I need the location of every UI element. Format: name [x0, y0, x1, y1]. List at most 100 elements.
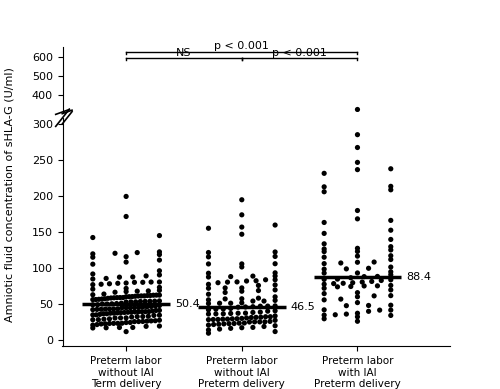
Point: [100, 311, 108, 317]
Point: [89, 276, 97, 282]
Point: [89, 286, 97, 292]
Point: [221, 285, 229, 291]
Point: [128, 309, 136, 315]
Point: [100, 316, 108, 322]
Point: [89, 317, 97, 323]
Point: [150, 298, 158, 304]
Point: [271, 328, 279, 335]
Point: [216, 326, 224, 332]
Point: [376, 307, 384, 313]
Point: [252, 278, 260, 284]
Point: [146, 293, 154, 299]
Point: [141, 298, 149, 305]
Point: [97, 306, 105, 312]
Point: [117, 310, 125, 316]
Point: [238, 315, 246, 322]
Point: [387, 312, 395, 319]
Point: [260, 323, 268, 329]
Point: [256, 303, 264, 309]
Point: [204, 281, 212, 287]
Point: [110, 310, 118, 316]
Point: [101, 296, 109, 302]
Point: [387, 227, 395, 233]
Point: [354, 106, 362, 112]
Point: [354, 289, 362, 296]
Point: [130, 319, 138, 325]
Point: [249, 324, 257, 331]
Point: [238, 224, 246, 230]
Point: [89, 322, 97, 328]
Point: [214, 316, 222, 322]
Point: [339, 280, 347, 286]
Point: [108, 301, 116, 307]
Point: [122, 193, 130, 200]
Point: [238, 285, 246, 291]
Point: [387, 187, 395, 193]
Point: [354, 294, 362, 300]
Point: [271, 297, 279, 303]
Point: [102, 306, 110, 312]
Point: [156, 251, 164, 258]
Point: [136, 298, 144, 305]
Point: [238, 261, 246, 267]
Point: [133, 249, 141, 256]
Point: [89, 251, 97, 257]
Point: [271, 261, 279, 267]
Point: [156, 272, 164, 278]
Point: [219, 316, 227, 322]
Point: [320, 189, 328, 195]
Point: [131, 309, 139, 315]
Point: [320, 261, 328, 267]
Point: [122, 285, 130, 291]
Point: [204, 330, 212, 336]
Point: [152, 307, 160, 314]
Point: [320, 241, 328, 247]
Point: [204, 225, 212, 231]
Point: [204, 322, 212, 328]
Point: [320, 249, 328, 255]
Point: [224, 279, 232, 285]
Point: [320, 285, 328, 291]
Point: [246, 319, 254, 325]
Text: p < 0.001: p < 0.001: [214, 41, 269, 51]
Point: [89, 301, 97, 308]
Point: [370, 259, 378, 265]
Point: [89, 271, 97, 277]
Point: [103, 301, 111, 307]
Point: [143, 318, 151, 324]
Point: [320, 254, 328, 260]
Point: [204, 291, 212, 297]
Point: [111, 315, 119, 321]
Point: [256, 319, 264, 325]
Point: [110, 306, 118, 312]
Point: [249, 309, 257, 315]
Point: [337, 296, 345, 302]
Point: [320, 170, 328, 177]
Point: [122, 214, 130, 220]
Point: [320, 312, 328, 318]
Point: [106, 321, 114, 327]
Point: [221, 289, 229, 296]
Point: [129, 274, 137, 280]
Point: [238, 212, 246, 218]
Point: [320, 315, 328, 322]
Point: [156, 312, 164, 318]
Point: [118, 320, 126, 326]
Point: [347, 283, 355, 289]
Point: [139, 304, 147, 310]
Point: [226, 273, 234, 280]
Point: [264, 308, 272, 314]
Point: [94, 301, 102, 308]
Point: [113, 294, 121, 301]
Point: [150, 292, 158, 298]
Text: 88.4: 88.4: [406, 272, 431, 282]
Point: [233, 279, 241, 285]
Point: [126, 319, 134, 326]
Point: [354, 144, 362, 151]
Point: [378, 277, 386, 284]
Point: [116, 324, 124, 331]
Point: [142, 323, 150, 329]
Point: [92, 296, 100, 303]
Point: [110, 295, 118, 301]
Point: [145, 308, 153, 315]
